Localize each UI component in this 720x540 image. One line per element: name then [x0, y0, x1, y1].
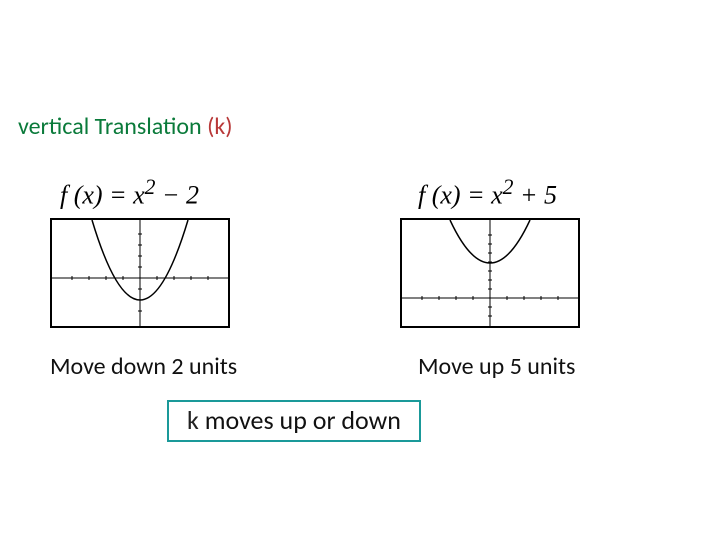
- caption-left: Move down 2 units: [50, 352, 237, 381]
- parabola-right-svg: [402, 220, 578, 326]
- formula-left-post: − 2: [156, 181, 200, 210]
- formula-left: f (x) = x2 − 2: [60, 175, 199, 211]
- summary-text: moves up or down: [199, 404, 401, 436]
- parabola-left-svg: [52, 220, 228, 326]
- formula-right-pre: f (x) = x: [418, 181, 503, 210]
- page-title: vertical Translation (k): [18, 112, 233, 141]
- formula-left-pre: f (x) = x: [60, 181, 145, 210]
- formula-right-exp: 2: [503, 175, 514, 199]
- formula-left-exp: 2: [145, 175, 156, 199]
- graph-left: [50, 218, 230, 328]
- formula-right: f (x) = x2 + 5: [418, 175, 557, 211]
- summary-box: k moves up or down: [167, 400, 421, 442]
- graph-right: [400, 218, 580, 328]
- title-main: vertical Translation: [18, 112, 202, 141]
- caption-right: Move up 5 units: [418, 352, 575, 381]
- title-k: (k): [207, 112, 232, 141]
- formula-right-post: + 5: [514, 181, 558, 210]
- summary-k: k: [187, 404, 199, 436]
